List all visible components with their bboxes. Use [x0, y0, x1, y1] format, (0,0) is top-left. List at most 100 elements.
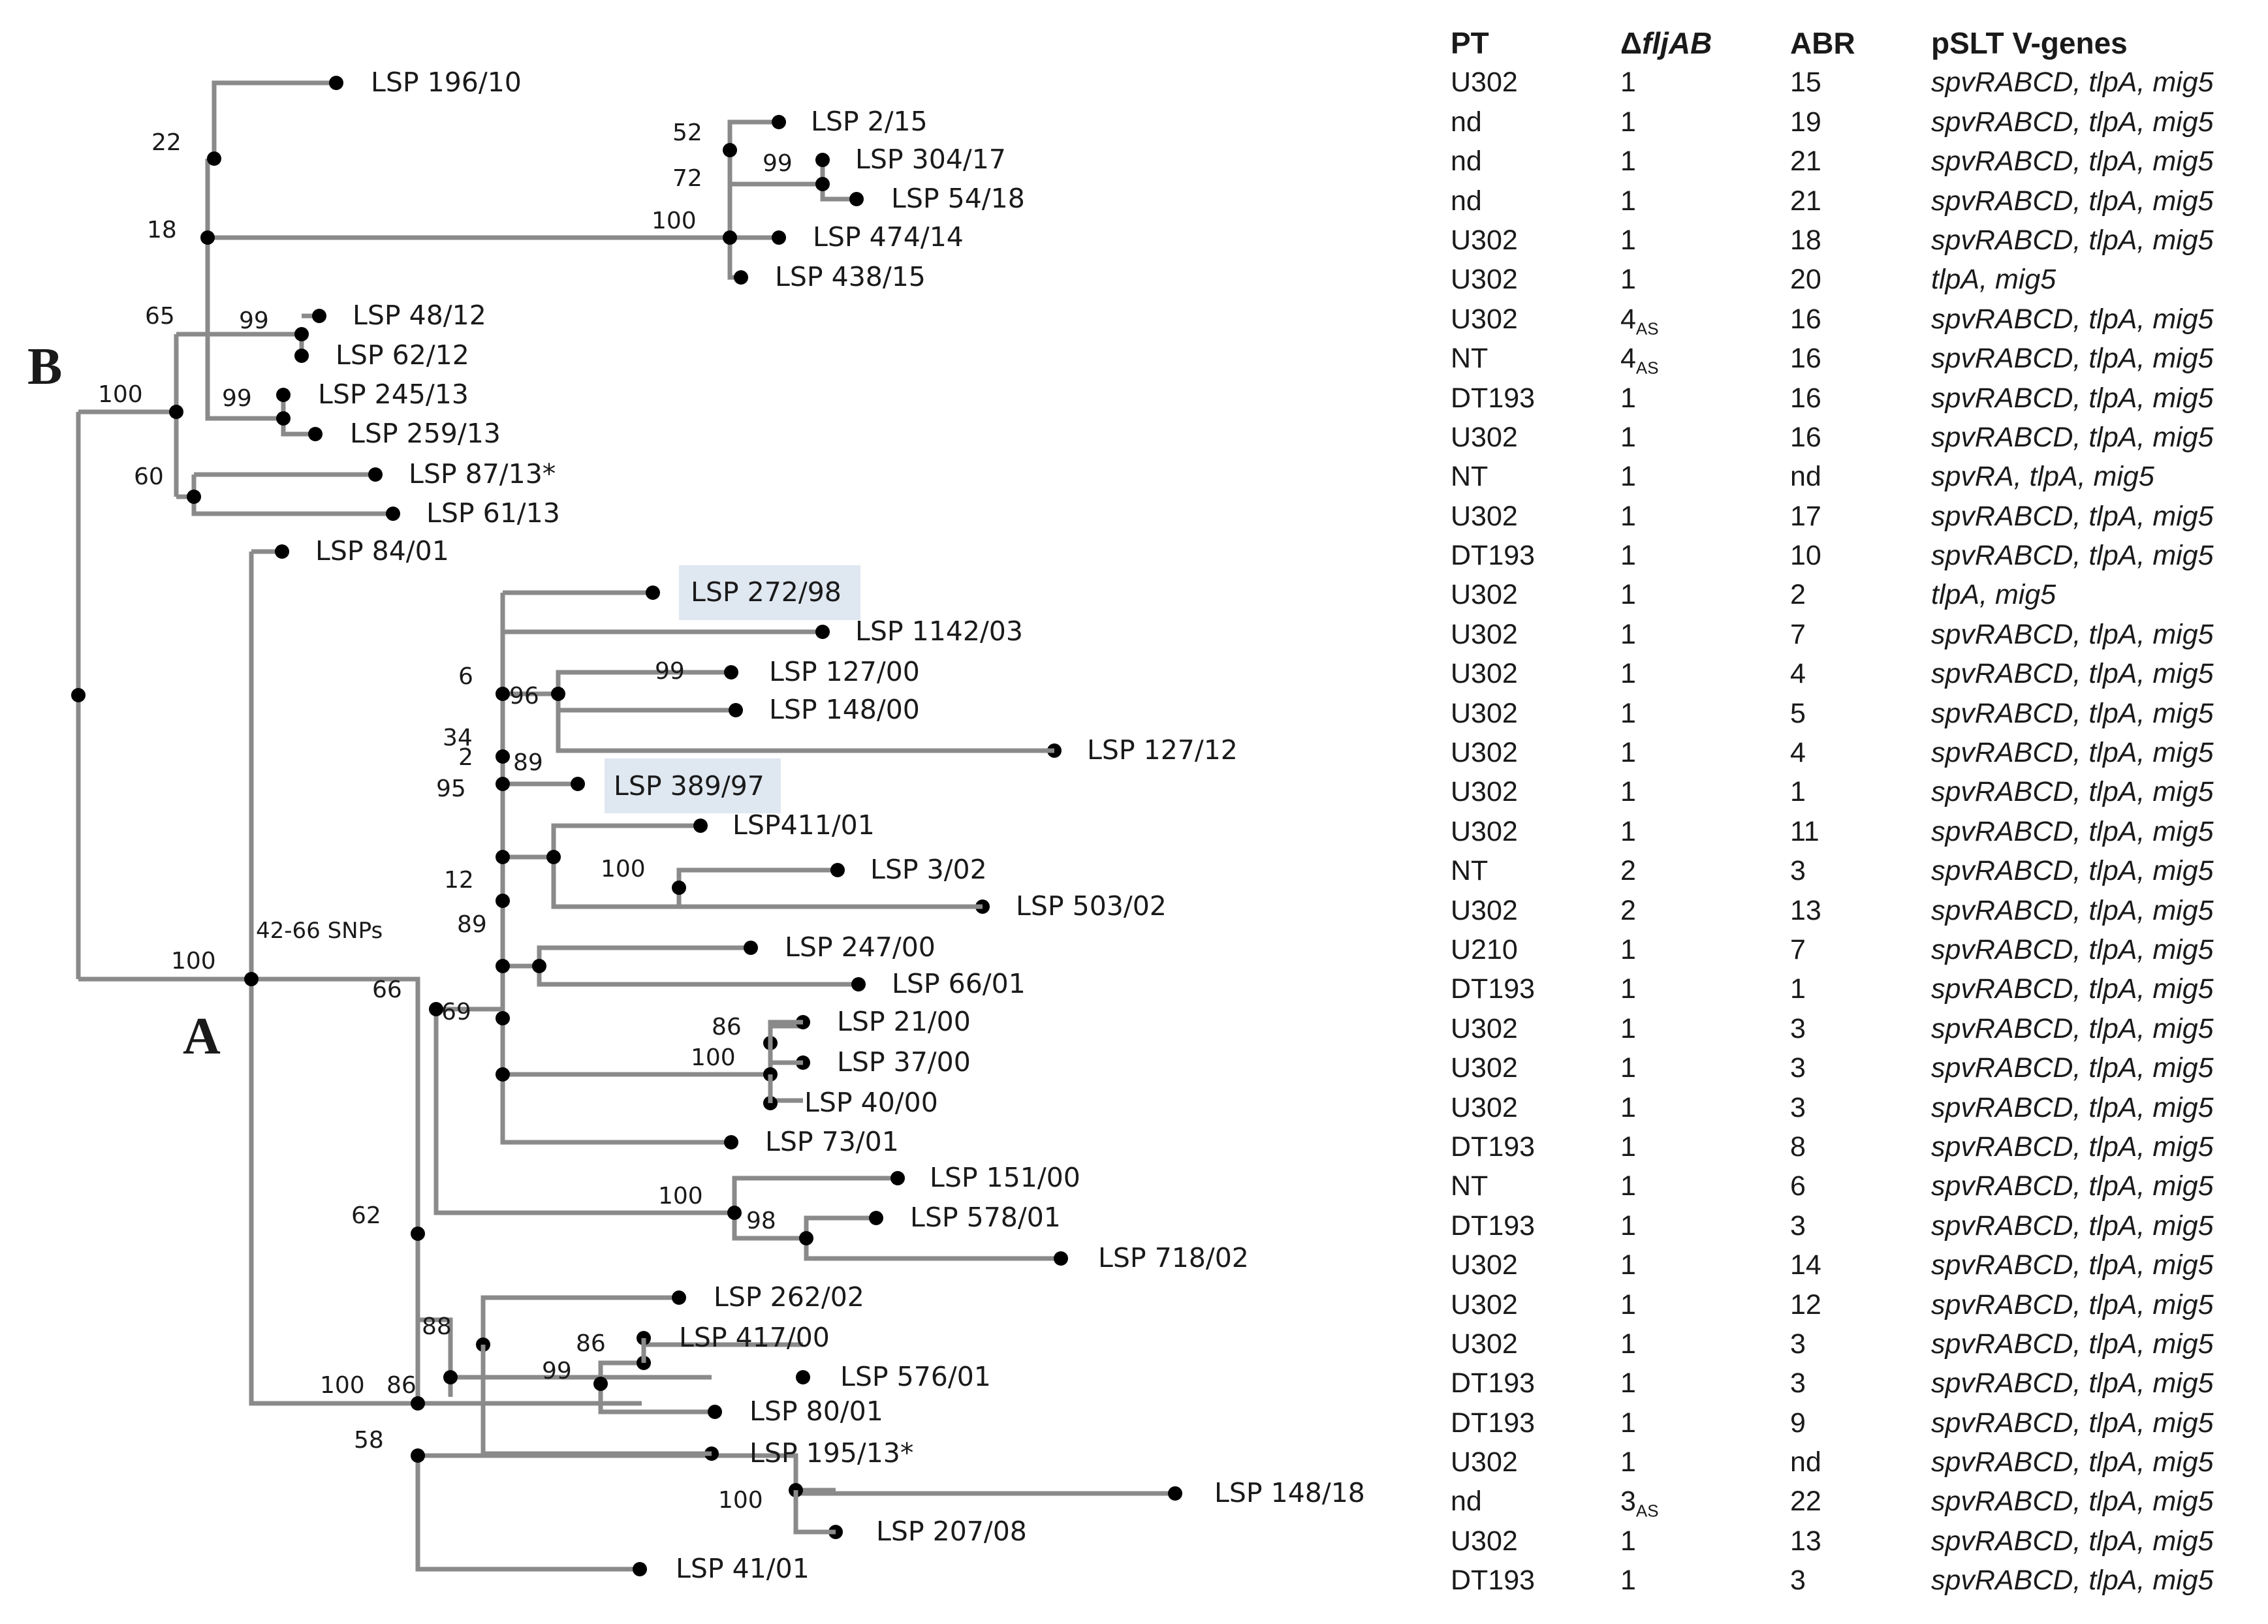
- cell-fljab-value: 1: [1620, 1565, 1636, 1597]
- cell-fljab-value: 1: [1620, 1407, 1636, 1439]
- leaf-labels: LSP 196/10 LSP 2/15 LSP 304/17 LSP 54/18…: [315, 67, 1365, 1584]
- highlight-box: [605, 758, 781, 813]
- cell-pt: DT193: [1451, 1407, 1536, 1439]
- cell-pt: U302: [1451, 697, 1518, 729]
- cell-fljab: 1: [1620, 1206, 1636, 1245]
- cell-abr: 13: [1790, 1525, 1821, 1557]
- cell-abr: 11: [1790, 815, 1819, 847]
- cell-fljab-subscript: AS: [1635, 319, 1659, 339]
- cell-pt: nd: [1451, 106, 1482, 138]
- cell-pt: NT: [1451, 461, 1488, 493]
- phylogenetic-tree: LSP 196/10 LSP 2/15 LSP 304/17 LSP 54/18…: [27, 67, 1365, 1584]
- cell-pt: DT193: [1451, 1565, 1536, 1597]
- cell-fljab: 1: [1620, 812, 1636, 851]
- cell-genes: spvRABCD, tlpA, mig5: [1931, 303, 2214, 335]
- clade-label-b: B: [27, 338, 62, 396]
- support-value: 98: [746, 1208, 776, 1234]
- cell-genes: spvRABCD, tlpA, mig5: [1931, 1052, 2214, 1084]
- cell-pt: DT193: [1451, 382, 1536, 414]
- cell-fljab: 1: [1620, 575, 1636, 614]
- leaf-label: LSP 84/01: [315, 535, 449, 567]
- leaf-label: LSP 66/01: [892, 968, 1026, 999]
- cell-fljab-value: 1: [1620, 1446, 1636, 1478]
- leaf-label: LSP 417/00: [679, 1322, 830, 1353]
- leaf-label: LSP 195/13*: [749, 1437, 913, 1469]
- support-value: 99: [239, 307, 269, 334]
- cell-fljab: 1: [1620, 457, 1636, 496]
- support-value: 52: [672, 119, 702, 146]
- cell-fljab: 4AS: [1620, 339, 1659, 388]
- leaf-label: LSP 41/01: [676, 1553, 810, 1584]
- cell-fljab-value: 1: [1620, 106, 1636, 138]
- support-value: 100: [171, 948, 216, 975]
- cell-fljab: 1: [1620, 1245, 1636, 1285]
- leaf-label: LSP 389/97: [614, 770, 764, 802]
- support-value: 22: [151, 129, 181, 156]
- cell-genes: spvRABCD, tlpA, mig5: [1931, 224, 2214, 256]
- leaf-label: LSP 262/02: [714, 1281, 864, 1313]
- cell-genes: spvRABCD, tlpA, mig5: [1931, 540, 2214, 572]
- cell-fljab: 1: [1620, 1443, 1636, 1482]
- cell-fljab: 1: [1620, 772, 1636, 811]
- cell-fljab: 1: [1620, 733, 1636, 772]
- leaf-label: LSP 503/02: [1016, 890, 1167, 922]
- cell-abr: 3: [1790, 1328, 1806, 1360]
- leaf-label: LSP 247/00: [785, 931, 936, 963]
- cell-genes: spvRABCD, tlpA, mig5: [1931, 1525, 2214, 1557]
- cell-genes: spvRABCD, tlpA, mig5: [1931, 1565, 2214, 1597]
- cell-fljab-value: 1: [1620, 579, 1636, 611]
- cell-abr: 6: [1790, 1170, 1806, 1202]
- cell-fljab-value: 1: [1620, 540, 1636, 572]
- leaf-label: LSP 304/17: [855, 144, 1006, 175]
- cell-fljab: 1: [1620, 536, 1636, 575]
- leaf-label: LSP 37/00: [837, 1046, 971, 1078]
- support-value: 86: [712, 1014, 742, 1040]
- cell-pt: U302: [1451, 1288, 1518, 1320]
- support-value: 100: [98, 381, 143, 408]
- cell-fljab-value: 1: [1620, 1131, 1636, 1163]
- cell-fljab: 1: [1620, 1166, 1636, 1206]
- cell-genes: spvRABCD, tlpA, mig5: [1931, 933, 2214, 965]
- cell-pt: NT: [1451, 855, 1488, 887]
- support-value: 12: [444, 867, 474, 894]
- cell-fljab-value: 1: [1620, 421, 1636, 453]
- cell-pt: U302: [1451, 1525, 1518, 1557]
- cell-pt: U302: [1451, 264, 1518, 296]
- cell-pt: U302: [1451, 421, 1518, 453]
- support-value: 86: [576, 1330, 606, 1357]
- header-pt: PT: [1451, 26, 1489, 60]
- leaf-label: LSP 576/01: [840, 1361, 991, 1392]
- leaf-label: LSP 474/14: [813, 221, 964, 253]
- support-value: 100: [718, 1487, 763, 1514]
- cell-fljab-value: 1: [1620, 776, 1636, 808]
- cell-fljab: 1: [1620, 102, 1636, 142]
- cell-fljab: 1: [1620, 654, 1636, 693]
- cell-pt: NT: [1451, 343, 1488, 375]
- cell-genes: spvRABCD, tlpA, mig5: [1931, 658, 2214, 690]
- header-abr: ABR: [1790, 26, 1855, 60]
- cell-fljab: 4AS: [1620, 300, 1659, 349]
- cell-fljab: 1: [1620, 694, 1636, 733]
- cell-fljab-value: 1: [1620, 1249, 1636, 1281]
- cell-genes: spvRABCD, tlpA, mig5: [1931, 1210, 2214, 1241]
- cell-pt: U302: [1451, 579, 1518, 611]
- cell-abr: 19: [1790, 106, 1821, 138]
- cell-abr: 1: [1790, 973, 1806, 1005]
- leaf-label: LSP 62/12: [336, 339, 469, 371]
- cell-pt: U302: [1451, 224, 1518, 256]
- cell-abr: 1: [1790, 776, 1806, 808]
- cell-fljab: 1: [1620, 1403, 1636, 1443]
- cell-fljab-value: 1: [1620, 1012, 1636, 1044]
- cell-genes: spvRABCD, tlpA, mig5: [1931, 1131, 2214, 1163]
- cell-genes: spvRABCD, tlpA, mig5: [1931, 1170, 2214, 1202]
- cell-pt: U302: [1451, 894, 1518, 926]
- cell-abr: 16: [1790, 421, 1821, 453]
- cell-genes: spvRABCD, tlpA, mig5: [1931, 1091, 2214, 1123]
- support-value: 18: [147, 217, 177, 243]
- cell-abr: 12: [1790, 1288, 1821, 1320]
- support-value: 88: [422, 1313, 452, 1340]
- cell-pt: U302: [1451, 618, 1518, 650]
- cell-fljab: 1: [1620, 930, 1636, 969]
- cell-fljab: 1: [1620, 181, 1636, 221]
- cell-pt: U302: [1451, 776, 1518, 808]
